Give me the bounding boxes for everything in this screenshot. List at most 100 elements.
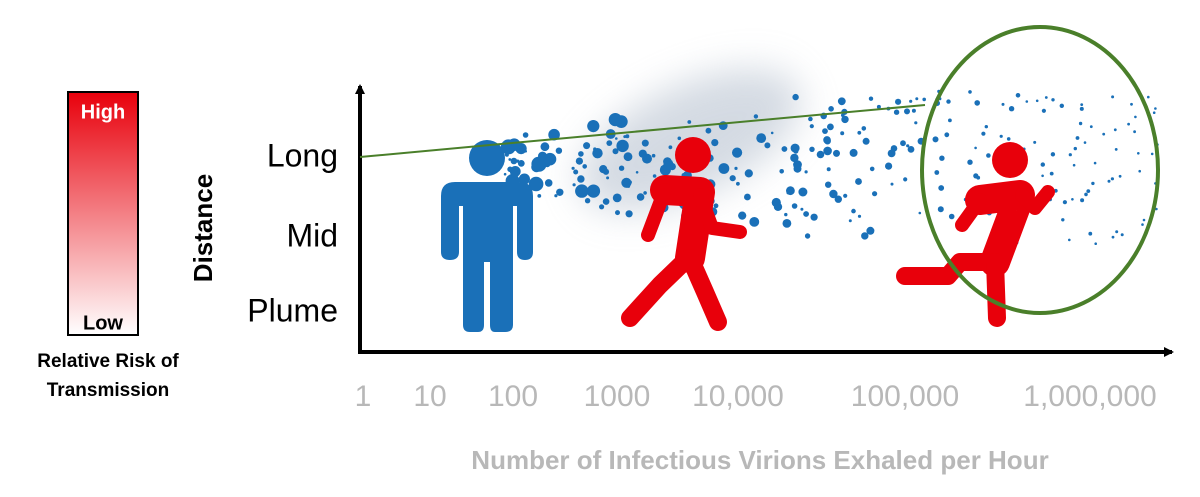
aerosol-dot bbox=[582, 164, 587, 169]
y-label: Long bbox=[267, 137, 338, 173]
aerosol-dot bbox=[1089, 125, 1093, 129]
highlight-circle bbox=[920, 25, 1160, 315]
aerosol-dot bbox=[1033, 140, 1037, 144]
aerosol-dot bbox=[1133, 130, 1136, 134]
aerosol-dot bbox=[1120, 233, 1124, 237]
aerosol-dot bbox=[890, 182, 894, 186]
aerosol-dot bbox=[1147, 95, 1150, 99]
aerosol-dot bbox=[798, 187, 808, 197]
aerosol-dot bbox=[823, 146, 832, 156]
running-person bbox=[896, 142, 1055, 327]
aerosol-dot bbox=[786, 191, 790, 195]
aerosol-dot bbox=[524, 150, 527, 153]
x-label: 1000 bbox=[584, 380, 651, 413]
aerosol-dot bbox=[1006, 137, 1011, 141]
aerosol-dot bbox=[625, 134, 630, 139]
aerosol-dot bbox=[1025, 100, 1029, 103]
aerosol-dot bbox=[876, 104, 881, 109]
aerosol-dot bbox=[1072, 163, 1076, 167]
aerosol-dot bbox=[887, 149, 896, 158]
y-axis-title: Distance bbox=[188, 174, 218, 282]
aerosol-dot bbox=[749, 217, 760, 227]
aerosol-dot bbox=[855, 178, 862, 185]
aerosol-dot bbox=[578, 151, 584, 157]
aerosol-dot bbox=[584, 198, 591, 204]
aerosol-dot bbox=[503, 172, 507, 176]
aerosol-dot bbox=[1093, 161, 1097, 165]
aerosol-dot bbox=[906, 144, 910, 148]
aerosol-dot bbox=[638, 149, 647, 158]
aerosol-dot bbox=[973, 173, 979, 179]
aerosol-dot bbox=[1051, 98, 1055, 102]
aerosol-dot bbox=[1110, 177, 1114, 181]
aerosol-dot bbox=[1015, 93, 1021, 98]
aerosol-dot bbox=[615, 137, 618, 140]
aerosol-dot bbox=[1001, 102, 1005, 106]
aerosol-dot bbox=[618, 165, 625, 171]
aerosol-dot bbox=[668, 145, 673, 150]
aerosol-dot bbox=[781, 146, 788, 152]
aerosol-dot bbox=[851, 208, 856, 214]
aerosol-dot bbox=[626, 184, 631, 188]
x-label: 100,000 bbox=[851, 380, 959, 413]
aerosol-dot bbox=[1084, 192, 1088, 197]
aerosol-dot bbox=[944, 132, 950, 138]
aerosol-dot bbox=[508, 158, 512, 161]
aerosol-dot bbox=[999, 134, 1003, 138]
aerosol-dot bbox=[660, 165, 665, 170]
aerosol-dot bbox=[885, 162, 893, 170]
x-label: 10 bbox=[413, 380, 446, 413]
aerosol-dot bbox=[907, 146, 915, 153]
aerosol-dot bbox=[1071, 198, 1074, 201]
aerosol-dot bbox=[803, 211, 809, 217]
aerosol-dot bbox=[1050, 152, 1056, 157]
aerosol-dot bbox=[1154, 107, 1157, 110]
aerosol-dot bbox=[784, 212, 788, 217]
aerosol-dot bbox=[1040, 162, 1046, 167]
aerosol-dot bbox=[1150, 152, 1154, 156]
aerosol-dot bbox=[510, 157, 518, 165]
aerosol-dot bbox=[1138, 169, 1141, 173]
aerosol-dot bbox=[1134, 115, 1137, 119]
aerosol-dot bbox=[904, 108, 910, 115]
aerosol-dot bbox=[826, 167, 831, 172]
aerosol-dot bbox=[592, 148, 603, 159]
aerosol-dot bbox=[1068, 238, 1071, 242]
aerosol-dot bbox=[518, 173, 531, 185]
aerosol-dot bbox=[572, 183, 576, 187]
legend-high: High bbox=[81, 101, 125, 123]
aerosol-dot bbox=[770, 131, 774, 135]
aerosol-dot bbox=[1115, 230, 1119, 234]
aerosol-dot bbox=[732, 147, 743, 158]
x-label: 1,000,000 bbox=[1023, 380, 1156, 413]
aerosol-dot bbox=[791, 203, 798, 209]
aerosol-dot bbox=[744, 169, 753, 178]
aerosol-dot bbox=[1080, 198, 1085, 203]
aerosol-dot bbox=[1073, 146, 1078, 151]
aerosol-dot bbox=[946, 99, 951, 104]
aerosol-dot bbox=[841, 115, 849, 124]
aerosol-dot bbox=[713, 203, 719, 209]
legend-low: Low bbox=[83, 312, 123, 334]
aerosol-dot bbox=[677, 136, 682, 141]
aerosol-dot bbox=[625, 210, 633, 218]
aerosol-dot bbox=[918, 211, 922, 215]
aerosol-dot bbox=[1068, 153, 1072, 157]
aerosol-dot bbox=[1114, 148, 1118, 151]
aerosol-dot bbox=[705, 127, 712, 134]
aerosol-dot bbox=[1062, 200, 1067, 205]
aerosol-dot bbox=[848, 219, 852, 223]
aerosol-dot bbox=[1035, 99, 1039, 103]
aerosol-dot bbox=[1142, 218, 1146, 222]
aerosol-dot bbox=[641, 139, 649, 147]
aerosol-dot bbox=[1049, 171, 1054, 176]
aerosol-dot bbox=[872, 191, 878, 197]
aerosol-dot bbox=[1111, 95, 1115, 99]
aerosol-dot bbox=[744, 193, 751, 201]
aerosol-dot bbox=[1091, 181, 1095, 186]
aerosol-dot bbox=[507, 138, 521, 151]
aerosol-dot bbox=[939, 155, 945, 161]
aerosol-dot bbox=[967, 159, 973, 165]
aerosol-dot bbox=[753, 114, 759, 119]
